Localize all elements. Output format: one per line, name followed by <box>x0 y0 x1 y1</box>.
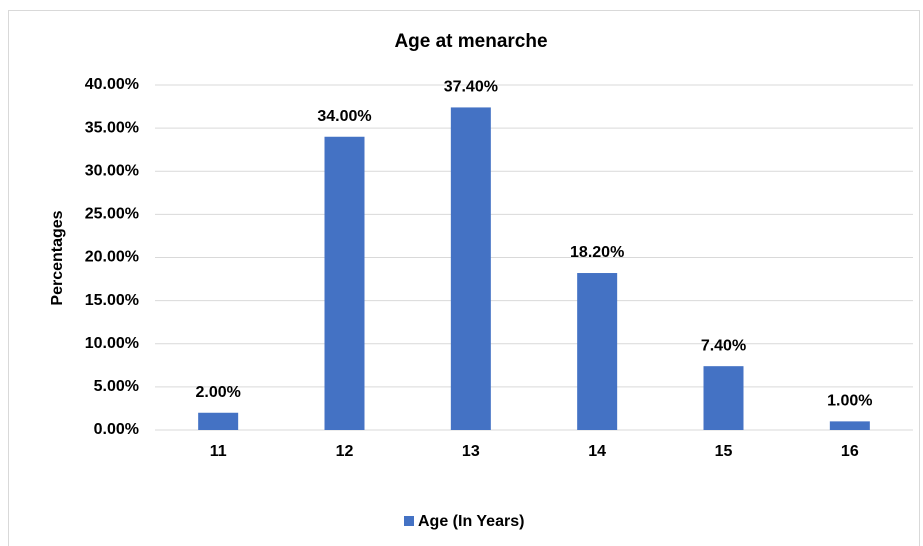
bar <box>450 107 491 431</box>
x-tick-label: 13 <box>462 443 480 460</box>
legend-label: Age (In Years) <box>418 513 524 530</box>
y-tick-label: 30.00% <box>85 162 139 179</box>
bar <box>577 273 618 430</box>
x-tick-label: 11 <box>210 443 227 460</box>
x-tick-label: 16 <box>841 443 859 460</box>
x-tick-label: 12 <box>336 443 354 460</box>
data-label: 7.40% <box>701 337 746 354</box>
bar <box>324 136 365 430</box>
data-label: 37.40% <box>444 79 498 96</box>
bar <box>829 421 870 430</box>
data-label: 34.00% <box>317 108 371 125</box>
bar <box>703 366 744 430</box>
bar <box>198 412 239 430</box>
x-tick-label: 15 <box>715 443 733 460</box>
y-tick-label: 25.00% <box>85 206 139 223</box>
y-axis-label: Percentages <box>49 210 66 305</box>
y-tick-label: 0.00% <box>94 421 139 438</box>
data-label: 1.00% <box>827 393 872 410</box>
y-tick-label: 15.00% <box>85 292 139 309</box>
legend-swatch <box>404 516 414 526</box>
y-tick-label: 20.00% <box>85 249 139 266</box>
y-tick-label: 35.00% <box>85 119 139 136</box>
chart-title: Age at menarche <box>394 31 547 52</box>
data-label: 18.20% <box>570 244 624 261</box>
y-tick-label: 5.00% <box>94 378 139 395</box>
x-tick-label: 14 <box>588 443 606 460</box>
y-tick-label: 40.00% <box>85 76 139 93</box>
y-tick-label: 10.00% <box>85 335 139 352</box>
data-label: 2.00% <box>195 384 240 401</box>
